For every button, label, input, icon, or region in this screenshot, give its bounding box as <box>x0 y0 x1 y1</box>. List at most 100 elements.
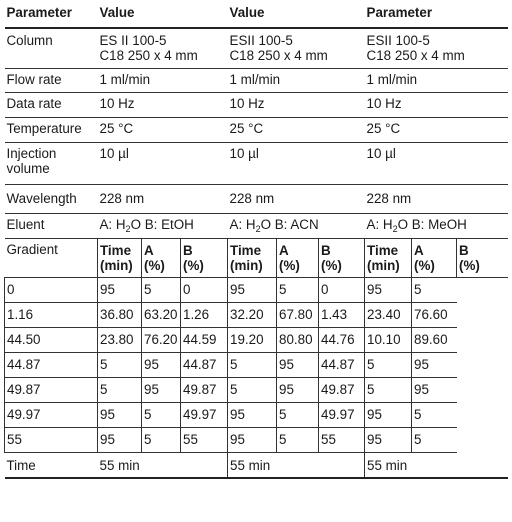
gradient-cell-b: 5 <box>276 402 319 428</box>
gradient-cell-time: 44.87 <box>179 352 228 378</box>
gradient-cell-b: 5 <box>276 277 319 303</box>
data-rate-value-1: 10 Hz <box>97 91 228 117</box>
flow-rate-value-2: 1 ml/min <box>227 67 365 92</box>
gradient-cell-time: 49.87 <box>179 377 228 403</box>
gradient-cell-time: 44.87 <box>318 352 365 378</box>
gradient-cell-time: 0 <box>4 277 98 303</box>
gradient-cell-b: 63.20 <box>141 302 181 328</box>
header-value-2: Value <box>227 3 365 29</box>
gradient-cell-time: 49.97 <box>318 402 365 428</box>
gradient-cell-b: 5 <box>141 277 181 303</box>
gradient-cell-a: 95 <box>97 402 142 428</box>
time-value-2: 55 min <box>227 452 365 479</box>
gradient-head-b: B (%) <box>179 237 228 278</box>
column-value-3: ESII 100-5 C18 250 x 4 mm <box>366 33 465 63</box>
gradient-cell-b: 5 <box>411 427 457 453</box>
row-time: Time 55 min 55 min 55 min <box>4 452 508 479</box>
gradient-cell-a: 95 <box>364 277 412 303</box>
row-data-rate: Data rate 10 Hz 10 Hz 10 Hz <box>4 91 508 117</box>
gradient-cell-time: 55 <box>4 427 98 453</box>
gradient-cell-time: 55 <box>318 427 365 453</box>
gradient-cell-a: 5 <box>97 377 142 403</box>
eluent-value-3: A: H2O B: MeOH <box>364 212 508 238</box>
column-value-2: ESII 100-5 C18 250 x 4 mm <box>229 33 328 63</box>
gradient-cell-a: 32.20 <box>227 302 277 328</box>
gradient-cell-time: 1.16 <box>4 302 98 328</box>
temperature-value-3: 25 °C <box>364 116 508 142</box>
row-eluent: Eluent A: H2O B: EtOH A: H2O B: ACN A: H… <box>4 212 508 238</box>
row-label: Flow rate <box>4 67 98 92</box>
header-row: Parameter Value Value Parameter <box>4 3 508 29</box>
gradient-cell-time: 0 <box>318 277 365 303</box>
time-value-3: 55 min <box>364 452 508 479</box>
gradient-cell-a: 5 <box>364 377 412 403</box>
gradient-cell-b: 5 <box>141 402 181 428</box>
gradient-head-b: B (%) <box>318 237 365 278</box>
gradient-cell-a: 23.40 <box>364 302 412 328</box>
gradient-cell-a: 5 <box>227 377 277 403</box>
gradient-cell-a: 95 <box>364 402 412 428</box>
gradient-cell-b: 76.60 <box>411 302 457 328</box>
gradient-cell-time: 44.76 <box>318 327 365 353</box>
row-label: Data rate <box>4 91 98 117</box>
gradient-cell-time: 49.97 <box>179 402 228 428</box>
gradient-head-time: Time (min) <box>364 237 412 278</box>
gradient-cell-time: 44.50 <box>4 327 98 353</box>
gradient-cell-a: 5 <box>364 352 412 378</box>
gradient-cell-b: 67.80 <box>276 302 319 328</box>
row-label: Wavelength <box>4 183 98 213</box>
gradient-row: 0 95 5 0 95 5 0 95 5 <box>4 277 508 303</box>
row-flow-rate: Flow rate 1 ml/min 1 ml/min 1 ml/min <box>4 67 508 92</box>
gradient-cell-a: 95 <box>97 427 142 453</box>
gradient-cell-b: 95 <box>276 352 319 378</box>
flow-rate-value-3: 1 ml/min <box>364 67 508 92</box>
gradient-cell-a: 95 <box>97 277 142 303</box>
gradient-head-time: Time (min) <box>227 237 277 278</box>
gradient-head-time: Time (min) <box>97 237 142 278</box>
gradient-cell-b: 5 <box>411 402 457 428</box>
wavelength-value-3: 228 nm <box>364 183 508 213</box>
gradient-cell-b: 95 <box>141 352 181 378</box>
row-label: Injection volume <box>4 141 98 184</box>
gradient-cell-a: 95 <box>227 277 277 303</box>
gradient-cell-time: 49.97 <box>4 402 98 428</box>
gradient-cell-time: 1.26 <box>179 302 228 328</box>
wavelength-value-2: 228 nm <box>227 183 365 213</box>
gradient-row: 1.16 36.80 63.20 1.26 32.20 67.80 1.43 23.40 76.… <box>4 302 508 328</box>
gradient-cell-a: 5 <box>227 352 277 378</box>
gradient-cell-a: 95 <box>364 427 412 453</box>
gradient-row: 49.97 95 5 49.97 95 5 49.97 95 5 <box>4 402 508 428</box>
gradient-label: Gradient <box>4 237 98 278</box>
gradient-cell-b: 5 <box>276 427 319 453</box>
gradient-cell-time: 49.87 <box>318 377 365 403</box>
gradient-cell-b: 5 <box>411 277 457 303</box>
header-parameter: Parameter <box>4 3 98 29</box>
wavelength-value-1: 228 nm <box>97 183 228 213</box>
injection-value-2: 10 µl <box>227 141 365 184</box>
gradient-cell-a: 19.20 <box>227 327 277 353</box>
gradient-cell-a: 23.80 <box>97 327 142 353</box>
flow-rate-value-1: 1 ml/min <box>97 67 228 92</box>
gradient-header-row: Gradient Time (min) A (%) B (%) Time (min) A… <box>4 237 508 278</box>
gradient-cell-b: 95 <box>411 352 457 378</box>
temperature-value-1: 25 °C <box>97 116 228 142</box>
gradient-cell-time: 44.87 <box>4 352 98 378</box>
column-value-1: ES II 100-5 C18 250 x 4 mm <box>99 33 198 63</box>
data-rate-value-3: 10 Hz <box>364 91 508 117</box>
gradient-rows: 0 95 5 0 95 5 0 95 5 1.16 36.80 63.20 1.26 32.20 67.80… <box>4 277 508 453</box>
gradient-cell-b: 5 <box>141 427 181 453</box>
temperature-value-2: 25 °C <box>227 116 365 142</box>
row-injection-volume: Injection volume 10 µl 10 µl 10 µl <box>4 141 508 184</box>
row-column: Column ES II 100-5 C18 250 x 4 mm ESII 10… <box>5 28 508 68</box>
gradient-row: 55 95 5 55 95 5 55 95 5 <box>4 427 508 453</box>
injection-value-3: 10 µl <box>364 141 508 184</box>
gradient-cell-a: 10.10 <box>364 327 412 353</box>
gradient-cell-b: 95 <box>141 377 181 403</box>
header-value-1: Value <box>97 3 228 29</box>
data-rate-value-2: 10 Hz <box>227 91 365 117</box>
gradient-cell-b: 95 <box>411 377 457 403</box>
gradient-cell-b: 89.60 <box>411 327 457 353</box>
eluent-value-1: A: H2O B: EtOH <box>97 212 228 238</box>
gradient-cell-a: 95 <box>227 427 277 453</box>
